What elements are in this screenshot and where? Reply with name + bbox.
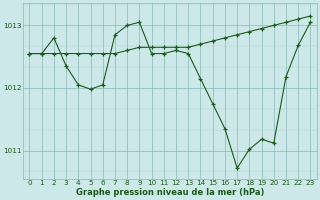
X-axis label: Graphe pression niveau de la mer (hPa): Graphe pression niveau de la mer (hPa) (76, 188, 264, 197)
